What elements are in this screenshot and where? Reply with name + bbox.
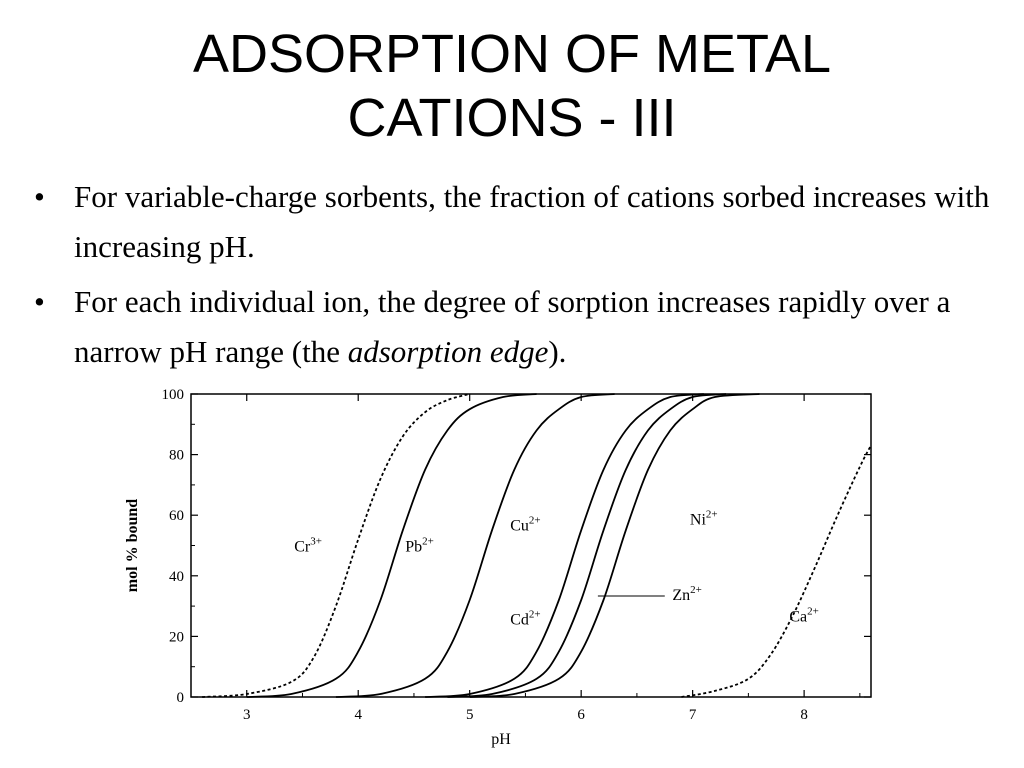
curve-zn bbox=[447, 393, 727, 698]
x-tick-label: 8 bbox=[800, 707, 808, 723]
x-tick-label: 7 bbox=[689, 707, 697, 723]
series-label-cu: Cu2+ bbox=[510, 514, 540, 534]
curve-cr bbox=[202, 393, 470, 698]
x-tick-label: 3 bbox=[243, 707, 251, 723]
series-label-ca: Ca2+ bbox=[789, 605, 819, 625]
series-label-cr: Cr3+ bbox=[294, 536, 322, 556]
bullet-item-2: • For each individual ion, the degree of… bbox=[30, 277, 990, 377]
curve-ni bbox=[469, 393, 760, 698]
curve-ca bbox=[681, 445, 872, 698]
curve-cd bbox=[425, 393, 704, 698]
curve-cu bbox=[335, 393, 615, 698]
slide-title-line1: ADSORPTION OF METAL bbox=[192, 24, 832, 84]
x-tick-label: 5 bbox=[466, 707, 474, 723]
bullet-text-2-emphasis: adsorption edge bbox=[347, 334, 549, 369]
bullet-dot: • bbox=[34, 284, 45, 319]
x-tick-label: 6 bbox=[577, 707, 585, 723]
y-tick-label: 80 bbox=[169, 448, 184, 464]
series-label-zn: Zn2+ bbox=[672, 584, 702, 604]
bullet-dot: • bbox=[34, 179, 45, 214]
y-tick-label: 20 bbox=[169, 629, 184, 645]
y-tick-label: 40 bbox=[169, 569, 184, 585]
bullet-item-1: • For variable-charge sorbents, the frac… bbox=[30, 172, 990, 272]
bullet-text-1: For variable-charge sorbents, the fracti… bbox=[74, 179, 990, 264]
curve-pb bbox=[246, 393, 537, 698]
series-label-cd: Cd2+ bbox=[510, 608, 540, 628]
slide-title-line2: CATIONS - III bbox=[347, 88, 677, 148]
bullet-text-2-start: For each individual ion, the degree of s… bbox=[74, 284, 951, 369]
series-label-ni: Ni2+ bbox=[690, 508, 718, 528]
bullet-list: • For variable-charge sorbents, the frac… bbox=[30, 172, 990, 382]
x-tick-label: 4 bbox=[354, 707, 362, 723]
y-tick-label: 100 bbox=[162, 387, 185, 403]
y-axis-label: mol % bound bbox=[124, 499, 141, 592]
slide-title: ADSORPTION OF METAL CATIONS - III bbox=[0, 22, 1024, 150]
y-tick-label: 60 bbox=[169, 508, 184, 524]
series-label-pb: Pb2+ bbox=[405, 536, 434, 556]
bullet-text-2: For each individual ion, the degree of s… bbox=[74, 284, 950, 369]
y-tick-label: 0 bbox=[177, 690, 185, 706]
x-axis-label: pH bbox=[491, 731, 511, 748]
bullet-text-2-end: ). bbox=[548, 334, 567, 369]
